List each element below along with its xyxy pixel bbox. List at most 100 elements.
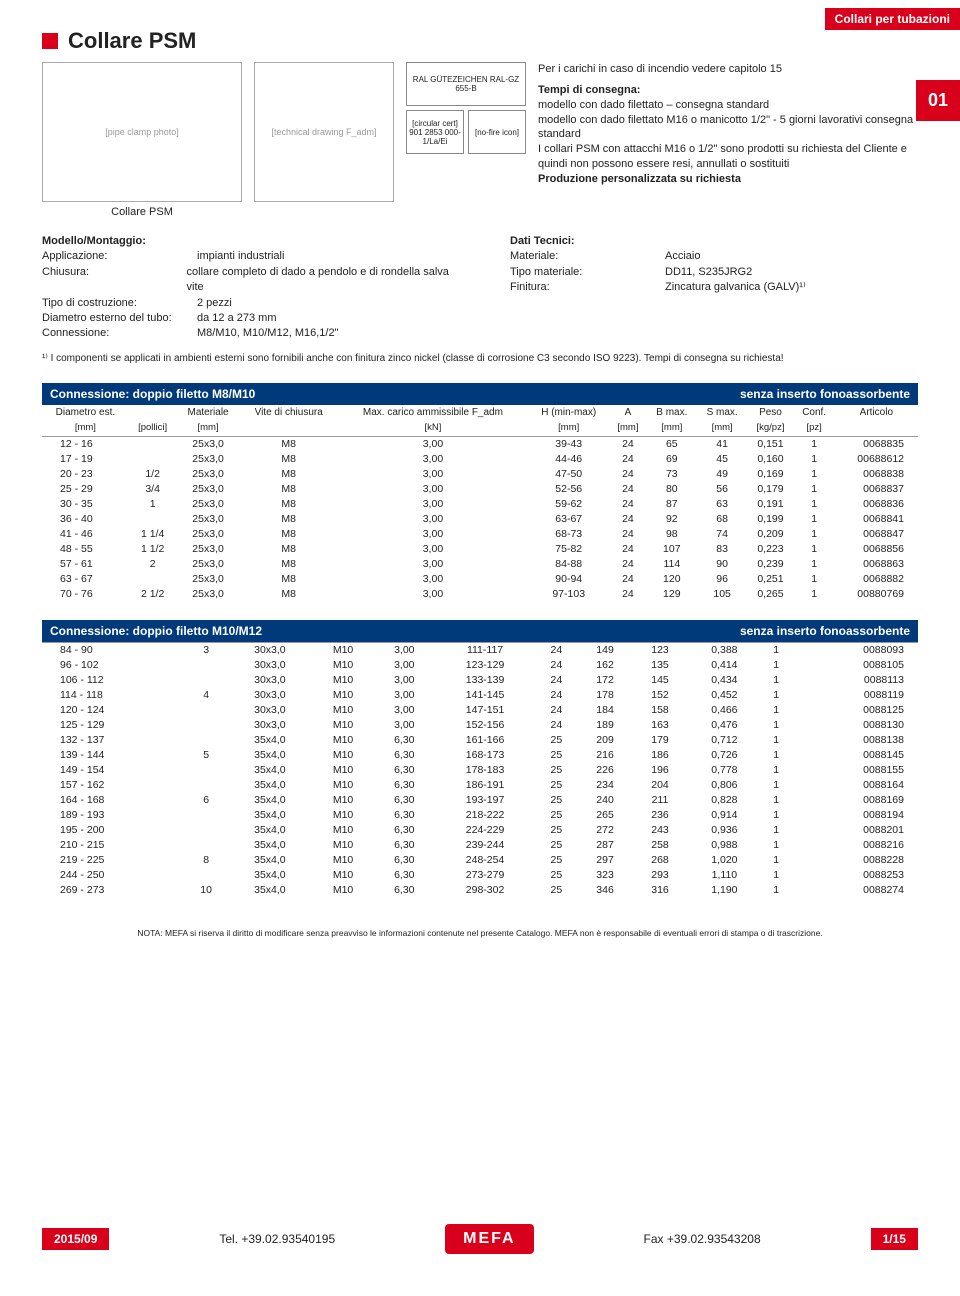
table-cell: 1	[761, 823, 791, 838]
table-cell: 24	[609, 452, 646, 467]
table-cell: M8	[240, 497, 338, 512]
table-cell: 8	[185, 853, 227, 868]
table-cell: 0088253	[791, 868, 918, 883]
table-cell: 36 - 40	[42, 512, 129, 527]
table-cell: 293	[633, 868, 688, 883]
table-cell: 47-50	[528, 467, 609, 482]
col-header: Peso	[747, 405, 793, 420]
table-cell: 0,223	[747, 542, 793, 557]
table-cell	[185, 823, 227, 838]
table1-title-right: senza inserto fonoassorbente	[740, 387, 910, 401]
table-cell: M8	[240, 572, 338, 587]
table-cell	[129, 452, 177, 467]
table-cell: 168-173	[435, 748, 535, 763]
table-cell: 69	[647, 452, 697, 467]
table-row: 12 - 1625x3,0M83,0039-432465410,15110068…	[42, 436, 918, 452]
table-cell: 25	[535, 883, 577, 898]
table-cell: M10	[312, 688, 373, 703]
table-cell: 145	[633, 673, 688, 688]
table-cell: 1	[761, 658, 791, 673]
table-cell: 84 - 90	[42, 642, 185, 658]
table-row: 17 - 1925x3,0M83,0044-462469450,16010068…	[42, 452, 918, 467]
col-unit	[240, 420, 338, 437]
table-cell: 30 - 35	[42, 497, 129, 512]
table-cell: 0068847	[835, 527, 918, 542]
table-cell: 24	[609, 497, 646, 512]
table-cell: 35x4,0	[227, 838, 312, 853]
table-row: 164 - 168635x4,0M106,30193-197252402110,…	[42, 793, 918, 808]
table-cell	[185, 763, 227, 778]
table-cell: 3,00	[338, 557, 528, 572]
table-cell: 189 - 193	[42, 808, 185, 823]
table-cell: 114	[647, 557, 697, 572]
delivery-info: Per i carichi in caso di incendio vedere…	[538, 62, 918, 218]
table-cell: 35x4,0	[227, 763, 312, 778]
col-unit: [mm]	[609, 420, 646, 437]
spec-row: Tipo materiale:DD11, S235JRG2	[510, 265, 918, 280]
table-cell: 25x3,0	[176, 436, 239, 452]
table-cell: 234	[578, 778, 633, 793]
spec-label: Diametro esterno del tubo:	[42, 311, 197, 326]
table-cell: 87	[647, 497, 697, 512]
table-cell: 17 - 19	[42, 452, 129, 467]
table-row: 48 - 551 1/225x3,0M83,0075-8224107830,22…	[42, 542, 918, 557]
table-cell: 211	[633, 793, 688, 808]
table-row: 210 - 21535x4,0M106,30239-244252872580,9…	[42, 838, 918, 853]
table-cell: 25	[535, 763, 577, 778]
table-cell: 2	[129, 557, 177, 572]
table-cell: 0,160	[747, 452, 793, 467]
technical-drawing: [technical drawing F_adm]	[254, 62, 394, 202]
table-cell: 57 - 61	[42, 557, 129, 572]
table-cell: 65	[647, 436, 697, 452]
table-cell: 24	[609, 436, 646, 452]
table-cell: 316	[633, 883, 688, 898]
table-cell: M10	[312, 658, 373, 673]
table-cell: M8	[240, 557, 338, 572]
table-cell: 25x3,0	[176, 527, 239, 542]
table-cell: 3,00	[374, 658, 435, 673]
table-cell: 0068882	[835, 572, 918, 587]
spec-label: Materiale:	[510, 249, 665, 264]
table-cell: 111-117	[435, 642, 535, 658]
table-cell: 1,020	[687, 853, 761, 868]
table-cell: 3	[185, 642, 227, 658]
table-cell: M10	[312, 718, 373, 733]
table-cell: M8	[240, 542, 338, 557]
table-cell: 269 - 273	[42, 883, 185, 898]
table-cell: 1	[794, 587, 835, 602]
table-cell: M8	[240, 452, 338, 467]
table-cell: 80	[647, 482, 697, 497]
table-cell: 0,452	[687, 688, 761, 703]
table-cell: 1	[129, 497, 177, 512]
table-cell: 120 - 124	[42, 703, 185, 718]
table-row: 41 - 461 1/425x3,0M83,0068-732498740,209…	[42, 527, 918, 542]
table-cell: 63	[697, 497, 747, 512]
table-cell: 1	[794, 482, 835, 497]
table-cell: 3,00	[374, 642, 435, 658]
table-cell	[185, 718, 227, 733]
table-cell: 12 - 16	[42, 436, 129, 452]
col-unit	[835, 420, 918, 437]
table-cell: 1	[761, 733, 791, 748]
table-row: 57 - 61225x3,0M83,0084-8824114900,239100…	[42, 557, 918, 572]
table-cell: M10	[312, 748, 373, 763]
table-cell: 210 - 215	[42, 838, 185, 853]
table-row: 120 - 12430x3,0M103,00147-151241841580,4…	[42, 703, 918, 718]
table-cell: 216	[578, 748, 633, 763]
table-cell: 2 1/2	[129, 587, 177, 602]
col-unit: [pollici]	[129, 420, 177, 437]
table-cell: 97-103	[528, 587, 609, 602]
table-cell: M10	[312, 823, 373, 838]
table-cell: 196	[633, 763, 688, 778]
table-cell: 3,00	[338, 467, 528, 482]
table-cell: 0,712	[687, 733, 761, 748]
table-cell: 90	[697, 557, 747, 572]
table-row: 84 - 90330x3,0M103,00111-117241491230,38…	[42, 642, 918, 658]
table-cell: 132 - 137	[42, 733, 185, 748]
table-cell: 25x3,0	[176, 587, 239, 602]
page: Collari per tubazioni 01 Collare PSM [pi…	[0, 0, 960, 1260]
table-cell: 1	[761, 838, 791, 853]
table-cell: 1,190	[687, 883, 761, 898]
table-cell: 25	[535, 808, 577, 823]
table-cell: M10	[312, 868, 373, 883]
